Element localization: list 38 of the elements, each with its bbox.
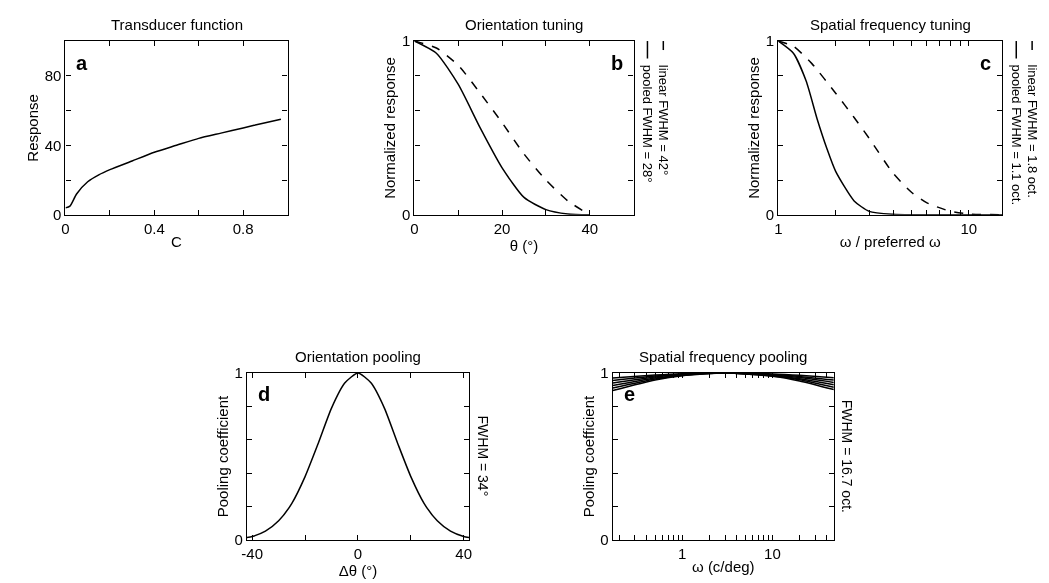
- y-tick-label: 0: [53, 206, 62, 224]
- x-tick-label: -40: [241, 545, 264, 563]
- text: FWHM = 34°: [474, 415, 491, 497]
- y-axis-title: Normalized response: [381, 57, 399, 199]
- annotation: d: [258, 383, 271, 405]
- annotation: a: [76, 52, 88, 74]
- legend-label: linear FWHM = 1.8 oct.: [1025, 64, 1041, 198]
- x-tick-label: 0: [353, 545, 363, 563]
- chart-title: Transducer function: [111, 16, 244, 33]
- annotation: b: [611, 52, 624, 74]
- text: FWHM = 16.7 oct.: [839, 399, 856, 513]
- x-axis-title: ω (c/deg): [692, 558, 755, 576]
- y-axis-title: Normalized response: [745, 57, 763, 199]
- chart-title: Orientation tuning: [465, 16, 584, 33]
- x-tick-label: 20: [493, 219, 511, 237]
- annotation: e: [624, 383, 636, 405]
- x-tick-label: 0.8: [232, 219, 254, 237]
- chart-title: Orientation pooling: [295, 348, 421, 365]
- chart-title: Spatial frequency pooling: [639, 348, 808, 365]
- x-tick-label: 40: [455, 545, 473, 563]
- legend-label: pooled FWHM = 28°: [639, 64, 655, 183]
- y-tick-label: 80: [44, 67, 62, 85]
- x-axis-title: Δθ (°): [338, 562, 378, 580]
- x-tick-label: 10: [960, 219, 978, 237]
- y-axis-title: Pooling coefficient: [213, 394, 231, 518]
- legend-label: linear FWHM = 42°: [655, 64, 671, 176]
- x-axis-title: C: [171, 232, 183, 250]
- annotation: c: [980, 52, 992, 74]
- y-tick-label: 40: [44, 136, 62, 154]
- x-axis-title: θ (°): [509, 236, 539, 254]
- legend-label: pooled FWHM = 1.1 oct.: [1009, 64, 1025, 206]
- y-axis-title: Pooling coefficient: [579, 394, 597, 518]
- chart-title: Spatial frequency tuning: [810, 16, 971, 33]
- y-axis-title: Response: [23, 94, 41, 162]
- x-tick-label: 10: [764, 545, 781, 563]
- x-tick-label: 0.4: [143, 219, 165, 237]
- x-axis-title: ω / preferred ω: [839, 232, 942, 250]
- x-tick-label: 1: [678, 545, 687, 563]
